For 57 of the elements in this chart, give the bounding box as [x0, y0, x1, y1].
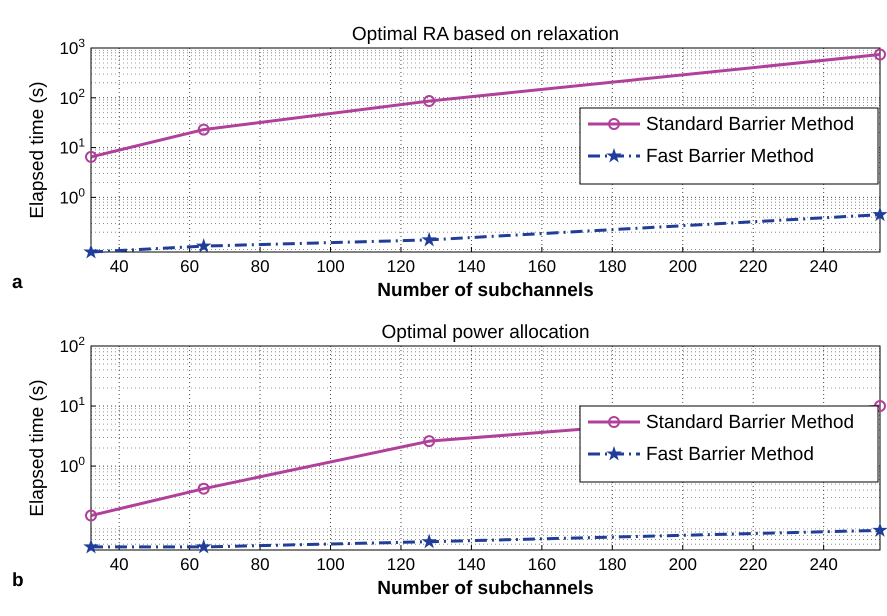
point — [197, 239, 210, 252]
legend-label: Fast Barrier Method — [646, 146, 814, 167]
x-axis-title: Number of subchannels — [377, 578, 594, 599]
point — [874, 48, 886, 61]
y-tick-label: 10$^{2}$ — [59, 86, 86, 108]
x-tick-label: 140 — [457, 257, 486, 276]
text: a — [12, 272, 23, 293]
point — [422, 232, 436, 246]
x-tick-label: 60 — [180, 555, 200, 574]
x-tick-label: 200 — [668, 555, 697, 574]
x-tick-label: 180 — [598, 257, 626, 276]
x-tick-label: 100 — [316, 257, 345, 276]
x-tick-label: 220 — [739, 555, 768, 574]
x-axis-title: Number of subchannels — [377, 280, 594, 301]
y-tick-label: 10$^{1}$ — [59, 136, 86, 158]
y-tick-label: 10$^{0}$ — [59, 454, 86, 476]
point — [85, 150, 97, 163]
x-tick-label: 160 — [528, 555, 556, 574]
x-tick-label: 40 — [110, 555, 129, 574]
chart-title: Optimal power allocation — [381, 322, 590, 343]
legend-label: Standard Barrier Method — [646, 114, 854, 135]
legend-label: Standard Barrier Method — [646, 412, 854, 433]
x-tick-label: 220 — [739, 257, 768, 276]
point — [198, 124, 210, 136]
x-tick-label: 160 — [528, 257, 556, 276]
y-tick-label: 10$^{2}$ — [59, 334, 86, 356]
chart-title: Optimal RA based on relaxation — [352, 24, 620, 45]
y-tick-label: 10$^{1}$ — [59, 394, 86, 416]
legend-label: Fast Barrier Method — [646, 444, 814, 465]
x-tick-label: 200 — [668, 257, 697, 276]
point — [422, 534, 436, 548]
point — [873, 523, 887, 536]
x-tick-label: 100 — [316, 555, 345, 574]
point — [873, 208, 887, 220]
point — [84, 540, 98, 553]
point — [423, 435, 436, 448]
x-tick-label: 240 — [809, 257, 838, 276]
y-axis-title: Elapsed time (s) — [27, 379, 48, 517]
y-tick-label: 10$^{3}$ — [59, 36, 86, 58]
point — [874, 400, 886, 412]
y-tick-label: 10$^{0}$ — [59, 185, 86, 208]
point — [197, 540, 210, 553]
point — [423, 95, 436, 108]
point — [198, 482, 210, 495]
x-tick-label: 240 — [809, 555, 838, 574]
x-tick-label: 140 — [457, 555, 486, 574]
text: b — [12, 570, 24, 591]
x-tick-label: 60 — [180, 257, 200, 276]
x-tick-label: 80 — [250, 257, 270, 276]
point — [84, 245, 98, 258]
point — [85, 510, 97, 522]
x-tick-label: 40 — [110, 257, 129, 276]
y-axis-title: Elapsed time (s) — [27, 81, 48, 219]
x-tick-label: 120 — [386, 257, 416, 276]
x-tick-label: 180 — [598, 555, 626, 574]
x-tick-label: 80 — [250, 555, 270, 574]
x-tick-label: 120 — [386, 555, 416, 574]
